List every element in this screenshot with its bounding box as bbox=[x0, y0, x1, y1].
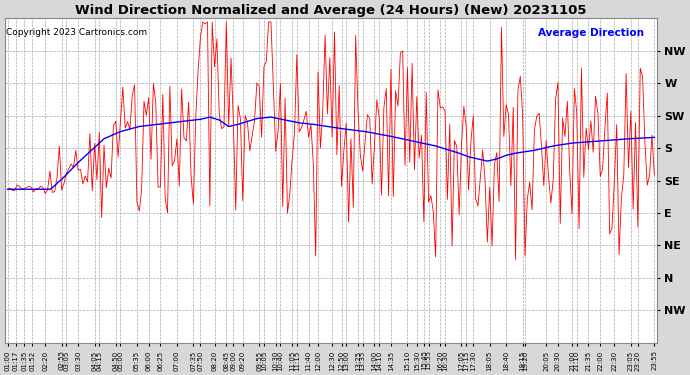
Text: Copyright 2023 Cartronics.com: Copyright 2023 Cartronics.com bbox=[6, 28, 147, 37]
Title: Wind Direction Normalized and Average (24 Hours) (New) 20231105: Wind Direction Normalized and Average (2… bbox=[75, 4, 586, 17]
Text: Average Direction: Average Direction bbox=[538, 28, 644, 38]
